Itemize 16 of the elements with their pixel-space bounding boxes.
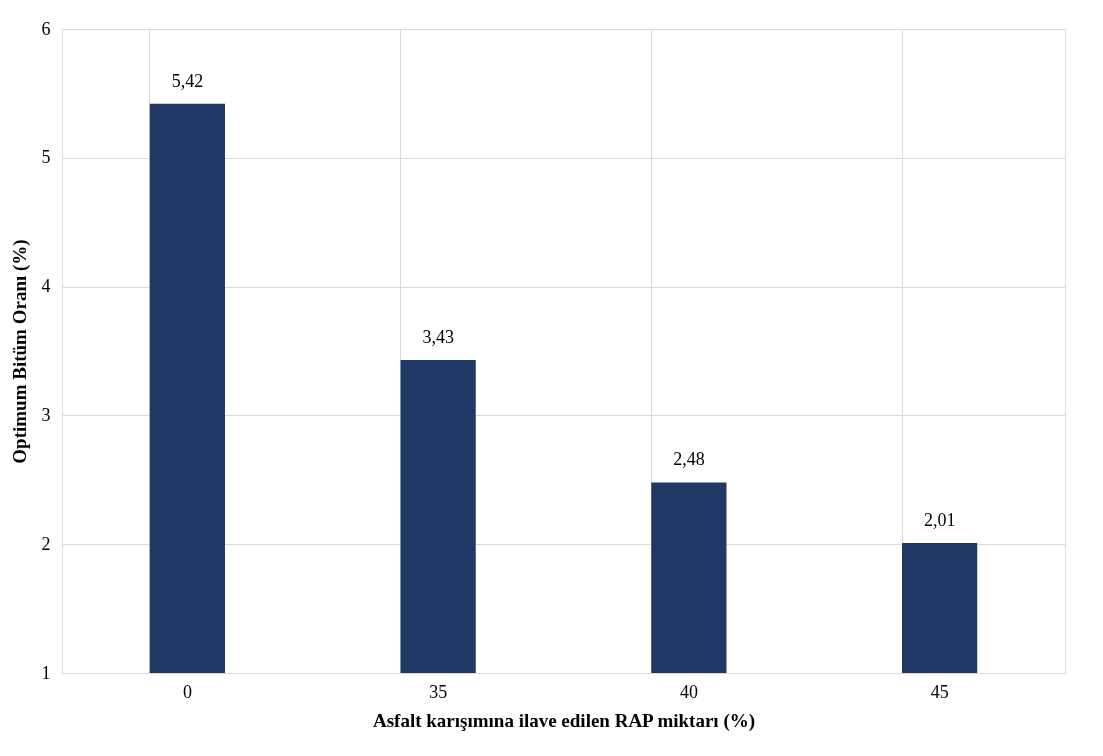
y-tick-label: 1 bbox=[41, 662, 51, 683]
y-tick-label: 2 bbox=[41, 533, 51, 554]
y-tick-label: 6 bbox=[41, 18, 51, 39]
data-label: 3,43 bbox=[422, 327, 454, 348]
x-axis-title: Asfalt karışımına ilave edilen RAP miktarı (%) bbox=[372, 709, 756, 732]
y-tick-label: 4 bbox=[41, 276, 51, 297]
x-tick-label: 45 bbox=[930, 681, 949, 702]
x-tick-label: 0 bbox=[182, 681, 192, 702]
x-tick-label: 40 bbox=[679, 681, 698, 702]
data-label: 2,48 bbox=[673, 449, 705, 470]
x-tick-label: 35 bbox=[429, 681, 448, 702]
y-axis-title: Optimum Bitüm Oranı (%) bbox=[8, 239, 31, 464]
data-label: 2,01 bbox=[923, 509, 956, 530]
data-label: 5,42 bbox=[171, 70, 204, 91]
y-tick-label: 5 bbox=[41, 147, 51, 168]
y-tick-label: 3 bbox=[41, 404, 51, 425]
